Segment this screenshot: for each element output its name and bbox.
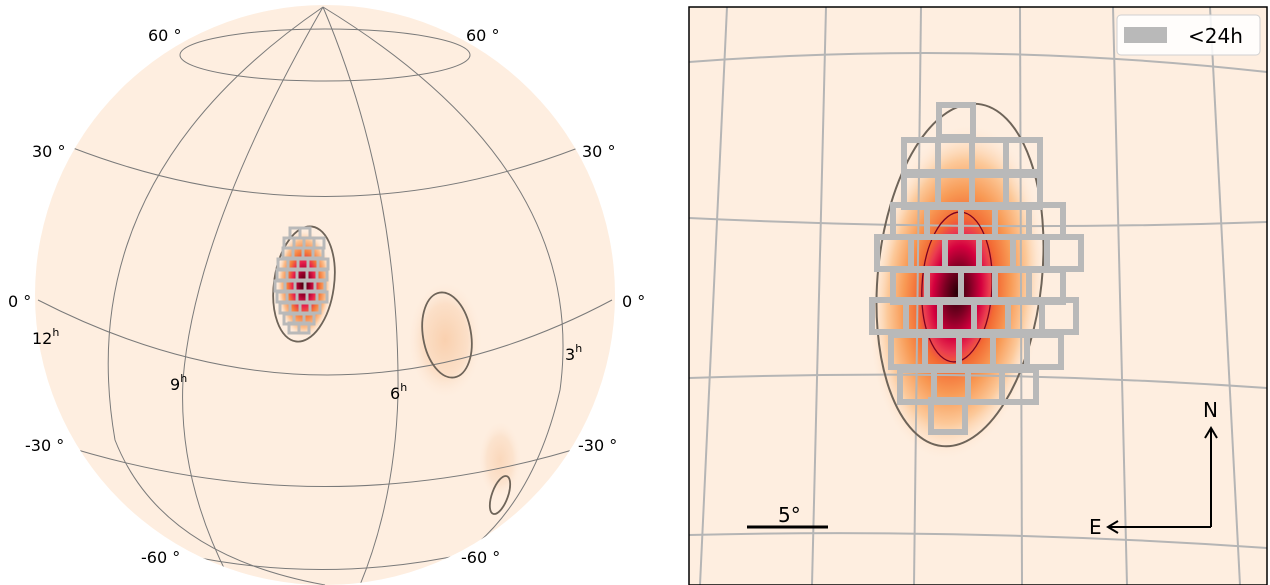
globe-tile (315, 290, 329, 304)
lat-line-60n (179, 28, 471, 82)
tertiary-probability-region (478, 420, 522, 500)
zoom-lat-1 (689, 52, 1267, 73)
zoom-frame (688, 6, 1268, 585)
compass-east-arrowhead (1106, 520, 1119, 534)
compass-north-arrowhead (1204, 426, 1218, 439)
meridian-3h (322, 6, 564, 571)
compass-north-label: N (1203, 398, 1218, 422)
legend-label: <24h (1188, 24, 1243, 48)
meridian-6h (322, 6, 399, 585)
zoom-meridian-1 (699, 7, 728, 585)
zoom-tile (999, 367, 1039, 405)
dec-label-30-left: 30 ° (32, 142, 65, 161)
lat-line-30s (54, 442, 596, 487)
scale-bar-label: 5° (778, 503, 801, 527)
dec-label-minus30-left: -30 ° (25, 436, 64, 455)
dec-label-60-left: 60 ° (148, 26, 181, 45)
dec-label-0-left: 0 ° (8, 292, 31, 311)
zoom-meridian-4 (1019, 7, 1023, 585)
globe-dec-labels: 60 ° 60 ° 30 ° 30 ° 0 ° 0 ° -30 ° -30 ° … (8, 26, 645, 567)
dec-label-0-right: 0 ° (622, 292, 645, 311)
lat-line-0 (37, 299, 613, 376)
compass-east-label: E (1089, 515, 1102, 539)
meridian-12h (107, 6, 326, 585)
dec-label-minus60-right: -60 ° (461, 548, 500, 567)
zoom-meridian-3 (913, 7, 922, 585)
globe-ra-labels: 12h 9h 6h 3h (32, 326, 582, 403)
contour-tertiary (488, 475, 512, 515)
zoom-meridian-2 (811, 7, 827, 585)
zoom-meridian-5 (1112, 7, 1128, 585)
ra-label-9h: 9h (170, 372, 187, 394)
scale-bar: 5° (747, 503, 828, 529)
zoom-tile (928, 397, 968, 435)
legend-swatch (1124, 27, 1167, 43)
zoom-lat-2 (689, 217, 1267, 228)
legend: <24h (1116, 14, 1261, 56)
ra-label-12h: 12h (32, 326, 59, 348)
ra-label-3h: 3h (565, 342, 582, 364)
globe-panel: 60 ° 60 ° 30 ° 30 ° 0 ° 0 ° -30 ° -30 ° … (8, 5, 645, 585)
ra-label-6h: 6h (390, 381, 407, 403)
zoom-meridian-6 (1209, 7, 1241, 585)
zoom-lat-3 (689, 373, 1267, 389)
lat-line-30n (72, 147, 579, 197)
globe-tiles (273, 226, 330, 335)
zoom-graticule (689, 7, 1267, 585)
dec-label-30-right: 30 ° (582, 142, 615, 161)
zoom-tiles (869, 102, 1084, 435)
meridian-9h (182, 6, 324, 581)
dec-label-60-right: 60 ° (466, 26, 499, 45)
contour-secondary (421, 291, 473, 379)
dec-label-minus60-left: -60 ° (141, 548, 180, 567)
globe-tile (297, 321, 311, 335)
zoom-panel: <24h 5° N E (688, 6, 1268, 585)
dec-label-minus30-right: -30 ° (578, 436, 617, 455)
zoom-lat-4 (689, 532, 1267, 549)
legend-box (1116, 14, 1261, 56)
compass (1106, 426, 1218, 534)
globe-graticule (37, 6, 613, 585)
zoom-tile (1024, 332, 1064, 370)
